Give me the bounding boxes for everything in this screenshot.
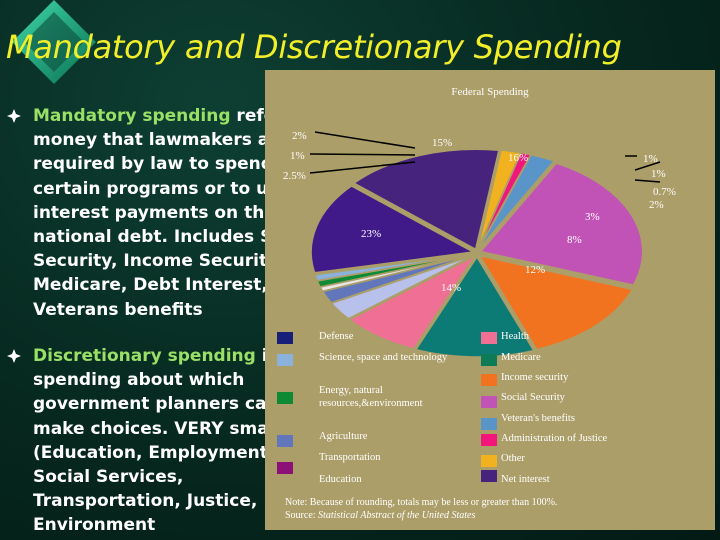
bullet-diamond-icon	[7, 349, 21, 363]
legend-swatch	[277, 354, 293, 366]
chart-panel: Federal Spending 15% 1% 1% 0.7% 2% 3% 8% 12% 14%…	[265, 70, 715, 530]
slice-label: 1%	[643, 153, 658, 165]
legend-label: Income security	[501, 372, 569, 383]
legend-label: Health	[501, 331, 529, 342]
legend-swatch	[481, 354, 497, 366]
legend-swatch	[277, 410, 293, 422]
note-text: Note: Because of rounding, totals may be…	[285, 497, 558, 508]
source-line: Source: Statistical Abstract of the Unit…	[285, 509, 715, 522]
pie-slice-income-security	[478, 254, 634, 351]
pie-slice-medicare	[414, 255, 535, 358]
source-title: Statistical Abstract of the United State…	[318, 510, 476, 521]
legend-swatch	[481, 396, 497, 408]
source-label: Source:	[285, 510, 319, 521]
slice-label: 1%	[651, 168, 666, 180]
slice-label: 3%	[585, 211, 600, 223]
pie-slice-net-interest	[352, 148, 500, 251]
legend-label: Energy, natural resources,&environment	[319, 385, 423, 409]
legend-label: Transportation	[319, 452, 381, 463]
slice-label: 14%	[441, 282, 462, 294]
legend-label: Agriculture	[319, 431, 368, 442]
slice-label: 1%	[290, 150, 305, 162]
legend-label: Other	[501, 453, 525, 464]
legend-swatch	[277, 392, 293, 404]
slice-label: 0.7%	[653, 186, 676, 198]
legend-swatch	[481, 470, 497, 482]
slice-label: 2%	[649, 199, 664, 211]
slice-label: 2.5%	[283, 170, 306, 182]
leader-line	[309, 161, 416, 174]
pie-slice-social-security	[479, 162, 644, 287]
leader-line	[314, 131, 416, 149]
logo-diamond	[12, 0, 96, 84]
slice-label: 16%	[508, 152, 529, 164]
bullet-mandatory: Mandatory spending refers to money that …	[7, 104, 333, 322]
legend-swatch	[481, 332, 497, 344]
leader-line	[634, 179, 661, 183]
discretionary-term: Discretionary spending	[33, 346, 256, 366]
discretionary-text: is spending about which government plann…	[33, 346, 281, 536]
pie-slice-defense	[310, 185, 476, 274]
pie-chart	[309, 131, 661, 358]
legend-label: Defense	[319, 331, 354, 342]
legend-swatch	[481, 455, 497, 467]
legend-swatch	[481, 418, 497, 430]
slice-label: 12%	[525, 264, 546, 276]
slide-title: Mandatory and Discretionary Spending	[6, 28, 622, 66]
chart-title: Federal Spending	[451, 86, 529, 98]
legend-swatch	[277, 332, 293, 344]
chart-note: Note: Because of rounding, totals may be…	[285, 496, 715, 522]
legend-swatch	[481, 434, 497, 446]
slice-label: 23%	[361, 228, 382, 240]
mandatory-term: Mandatory spending	[33, 106, 231, 126]
legend-label: Social Security	[501, 392, 565, 403]
pie-slice-health	[348, 254, 477, 350]
legend-label: Science, space and technology	[319, 352, 448, 363]
leader-line	[634, 161, 661, 171]
legend-label: Education	[319, 474, 362, 485]
legend-label: Veteran's benefits	[501, 413, 575, 424]
legend-swatch	[277, 462, 293, 474]
slice-label: 15%	[432, 137, 453, 149]
slice-label: 2%	[292, 130, 307, 142]
legend-label: Administration of Justice	[501, 433, 608, 444]
bullet-diamond-icon	[7, 109, 21, 123]
mandatory-text: refers to money that lawmakers are requi…	[33, 106, 323, 320]
pie-slice-other	[477, 149, 522, 250]
legend-label: Net interest	[501, 474, 550, 485]
legend-swatch	[481, 374, 497, 386]
leader-line	[309, 153, 416, 156]
slice-label: 8%	[567, 234, 582, 246]
legend-label: Medicare	[501, 352, 541, 363]
pie-slice-education	[330, 254, 475, 320]
legend-swatch	[277, 435, 293, 447]
